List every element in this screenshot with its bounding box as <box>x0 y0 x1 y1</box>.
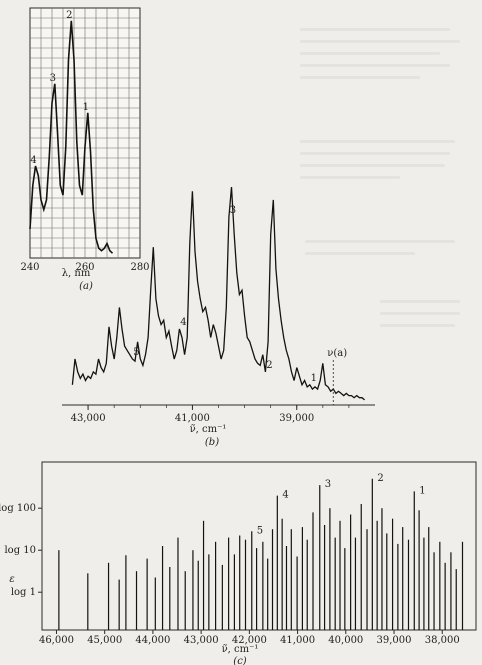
panel-b-caption: (b) <box>205 437 219 448</box>
panel-b-peak-label: 4 <box>180 317 186 328</box>
bleed-line <box>380 300 460 303</box>
panel-c-tick-label: 46,000 <box>39 635 74 646</box>
panel-b-tick-label: 43,000 <box>71 413 106 424</box>
panel-c-tick-label: 44,000 <box>135 635 170 646</box>
bleed-line <box>300 152 450 155</box>
panel-b-peak-label: 5 <box>133 347 139 358</box>
panel-c-tick-label: 39,000 <box>377 635 412 646</box>
bleed-line <box>380 324 455 327</box>
panel-a-ticks: 240 260 280 <box>20 262 149 273</box>
panel-b-annotation: ν(a) <box>327 348 347 405</box>
panel-b-annotation-label: ν(a) <box>327 348 347 359</box>
panel-a-caption: (a) <box>79 281 93 292</box>
bleed-line <box>300 76 420 79</box>
panel-a-chart: 240 260 280 4 3 2 1 λ, nm (a) <box>20 7 150 292</box>
panel-c-peak-label: 5 <box>257 525 263 536</box>
panel-c-yticks: log 1 log 10 log 100 <box>0 503 42 598</box>
panel-c-tick-label: 45,000 <box>87 635 122 646</box>
bleed-line <box>300 64 450 67</box>
panel-b-spectrum-line <box>71 186 366 401</box>
bleed-line <box>300 164 445 167</box>
panel-a-grid <box>30 8 140 258</box>
panel-b-peak-label: 3 <box>230 205 236 216</box>
panel-c-tick-label: 40,000 <box>328 635 363 646</box>
panel-b-tick-label: 39,000 <box>279 413 314 424</box>
panel-c-chart: log 1 log 10 log 100 46,000 45,000 44,000 43,… <box>0 461 477 665</box>
bleed-line <box>305 252 415 255</box>
bleed-line <box>300 140 455 143</box>
bleed-line <box>300 40 460 43</box>
bleed-line <box>305 240 455 243</box>
panel-a-tick-label: 260 <box>75 262 94 273</box>
panel-c-peak-label: 3 <box>325 479 331 490</box>
panel-b-xlabel: ν̃, cm⁻¹ <box>190 424 227 435</box>
bleed-line <box>300 28 450 31</box>
panel-c-tick-label: 41,000 <box>280 635 315 646</box>
panel-c-peak-label: 4 <box>282 490 288 501</box>
panel-b-chart: 43,000 41,000 39,000 5 4 3 2 1 ν(a) ν̃, cm⁻¹ (… <box>62 186 375 448</box>
panel-c-ytick-label: log 10 <box>4 545 36 556</box>
bleed-line <box>380 312 460 315</box>
panel-a-peak-label: 3 <box>50 73 56 84</box>
panel-c-tick-label: 42,000 <box>232 635 267 646</box>
panel-a-tick-label: 280 <box>130 262 149 273</box>
panel-a-xlabel: λ, nm <box>62 268 91 279</box>
panel-c-ylabel: ε <box>9 574 14 585</box>
panel-a-peak-label: 1 <box>83 102 89 113</box>
panel-b-tick-label: 41,000 <box>175 413 210 424</box>
panel-c-peak-labels: 5 4 3 2 1 <box>257 473 426 537</box>
panel-a-series <box>29 20 114 254</box>
panel-c-tick-label: 43,000 <box>184 635 219 646</box>
panel-a-tick-label: 240 <box>20 262 39 273</box>
panel-c-tick-label: 38,000 <box>425 635 460 646</box>
panel-c-ytick-label: log 100 <box>0 503 36 514</box>
panel-b-ticks: 43,000 41,000 39,000 <box>71 405 350 424</box>
panel-c-peak-label: 1 <box>419 485 425 496</box>
panel-b-peak-label: 2 <box>266 360 272 371</box>
panel-a-spectrum-line <box>29 20 114 254</box>
bleed-line <box>300 52 440 55</box>
panel-a-peak-label: 4 <box>30 155 36 166</box>
panel-c-ticks: 46,000 45,000 44,000 43,000 42,000 41,000 40,0… <box>39 630 460 646</box>
panel-c-xlabel: ν̃, cm⁻¹ <box>222 644 259 655</box>
panel-a-peak-label: 2 <box>66 10 72 21</box>
panel-b-peak-labels: 5 4 3 2 1 <box>133 205 317 384</box>
bleed-line <box>300 176 400 179</box>
panel-c-frame <box>41 461 477 631</box>
panel-c-caption: (c) <box>233 656 247 665</box>
panel-c-peak-label: 2 <box>377 473 383 484</box>
panel-b-series <box>71 186 366 401</box>
panel-c-lines <box>58 478 464 630</box>
panel-a-peak-labels: 4 3 2 1 <box>30 10 89 166</box>
panel-b-peak-label: 1 <box>311 373 317 384</box>
panel-c-ytick-label: log 1 <box>11 587 36 598</box>
